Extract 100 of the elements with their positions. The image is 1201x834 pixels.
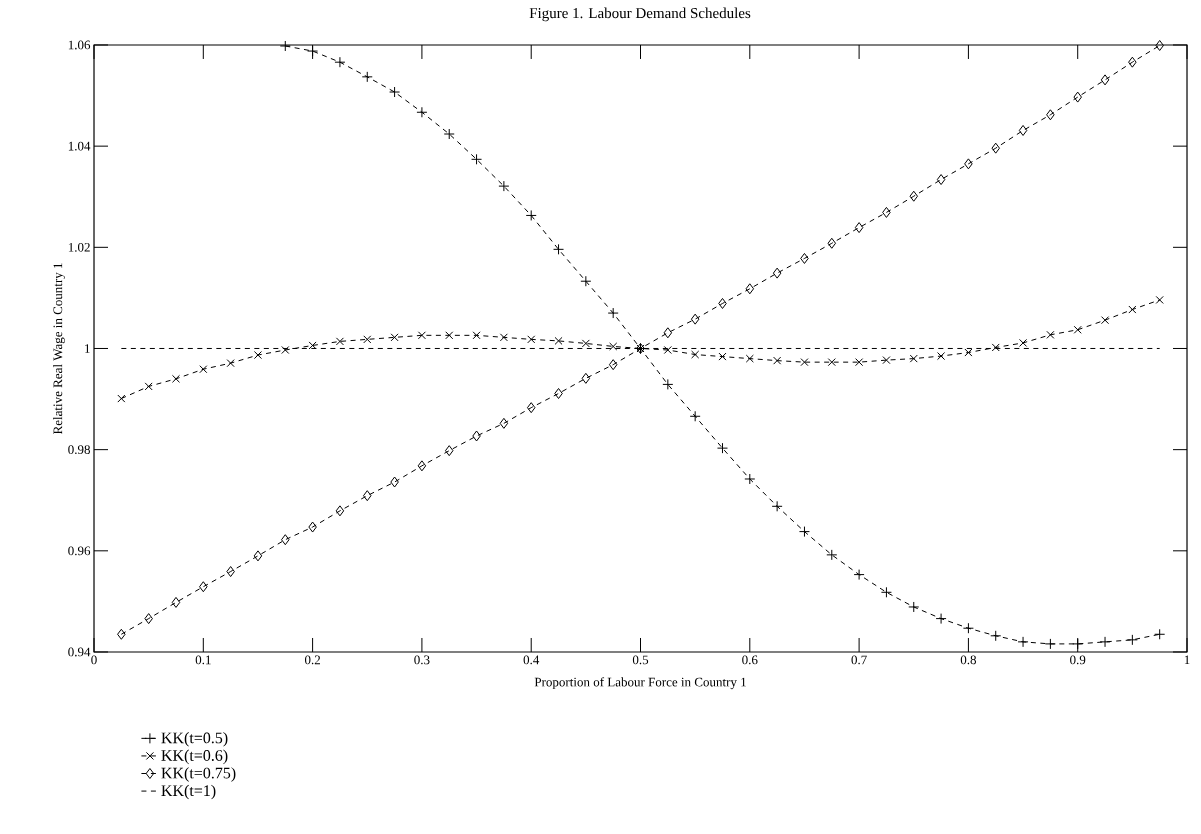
point [417,460,427,472]
point [1046,109,1055,121]
point [498,180,510,192]
point [171,374,181,383]
point [553,243,565,255]
point [281,345,290,355]
point [935,613,947,625]
point [472,331,481,340]
y-tick-label: 1.06 [68,40,91,50]
point [771,500,783,512]
point [144,382,153,391]
point [144,613,153,625]
point [390,333,399,342]
point [716,442,728,454]
y-tick-label: 1.02 [68,242,90,252]
point [279,40,291,52]
point [1099,636,1111,648]
point [581,372,591,384]
point [580,275,592,287]
point [964,158,973,170]
point [117,394,126,403]
x-tick-label: 0 [91,655,97,665]
point [1126,634,1138,646]
point [908,601,920,613]
point [991,142,1000,154]
point [663,345,672,355]
point [772,267,782,279]
point [526,402,536,414]
point [827,358,836,367]
point [1018,124,1028,136]
point [964,348,973,357]
point [827,237,837,249]
point [117,628,126,640]
x-tick-label: 0.8 [960,655,977,665]
point [199,581,208,593]
point [1072,638,1084,650]
point [1101,316,1110,325]
point [199,365,208,374]
point [1017,636,1029,648]
point [281,534,290,546]
x-tick-label: 0.3 [414,655,430,665]
y-axis-title: Relative Real Wage in Country 1 [53,263,65,435]
x-tick-label: 0.6 [742,655,758,665]
point [308,341,317,350]
point [718,352,727,361]
point [389,86,401,98]
point [854,222,864,234]
point [798,526,810,538]
point [335,337,344,346]
point [445,331,454,340]
point [608,359,618,371]
point [909,354,918,363]
x-tick-label: 0.7 [851,655,867,665]
point [689,410,701,422]
point [1046,330,1055,339]
legend-label: KK(t=0.5) [161,732,228,747]
point [444,445,454,457]
point [800,358,809,367]
y-tick-label: 0.96 [68,546,91,556]
point [662,378,674,390]
x-tick-label: 0.4 [523,655,540,665]
point [335,505,345,517]
point [909,190,919,202]
point [937,352,946,361]
point [773,356,782,365]
point [745,283,755,295]
x-tick-label: 0.9 [1070,655,1086,665]
point [826,549,838,561]
point [690,313,700,325]
point [882,206,891,218]
legend-label: KK(t=0.6) [161,749,228,765]
point [853,569,865,581]
point [361,71,373,83]
point [1019,338,1028,347]
point [307,45,319,57]
point [745,354,754,363]
point [882,356,891,365]
point [226,359,235,368]
point [607,307,619,319]
point [363,335,372,344]
point [1044,638,1056,650]
point [718,297,727,309]
chart-title: Figure 1. Labour Demand Schedules [529,7,751,22]
point [472,430,481,442]
point [1100,74,1110,86]
point [800,252,809,264]
point [443,128,455,140]
point [1155,39,1164,51]
point [499,417,509,429]
point [390,476,399,488]
x-tick-label: 0.1 [195,655,211,665]
x-tick-label: 0.2 [304,655,321,665]
point [581,339,590,348]
point [308,521,317,533]
point [1155,295,1164,304]
legend-label: KK(t=1) [161,784,216,800]
point [417,331,426,340]
point [171,596,181,608]
point [226,566,235,578]
point [527,335,536,344]
